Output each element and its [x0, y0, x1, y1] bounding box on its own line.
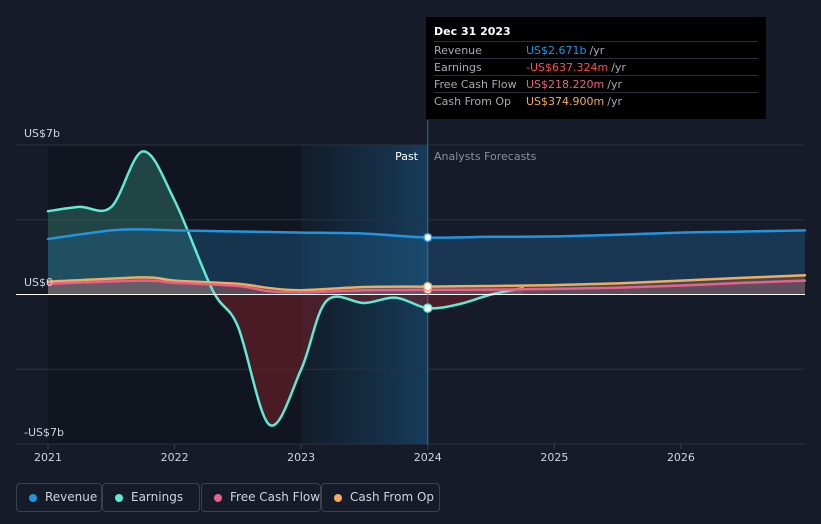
legend-label: Earnings [131, 490, 184, 504]
earnings-line [46, 150, 524, 427]
x-axis: 2021 2022 2023 2024 2025 2026 [34, 444, 695, 464]
x-tick-label: 2021 [34, 451, 62, 464]
tooltip-label: Free Cash Flow [434, 78, 517, 91]
legend-label: Free Cash Flow [230, 490, 321, 504]
x-tick-label: 2025 [540, 451, 568, 464]
cash-from-op-area [48, 275, 805, 295]
revenue-line [46, 228, 807, 241]
legend-dot-icon [214, 494, 222, 502]
earnings-area-positive [48, 151, 523, 295]
legend-label: Cash From Op [350, 490, 435, 504]
tooltip-row-free-cash-flow: Free Cash Flow US$218.220m/yr [434, 75, 758, 93]
grid [16, 144, 805, 445]
forecast-label: Analysts Forecasts [434, 150, 537, 163]
series-lines [16, 150, 807, 427]
legend-dot-icon [115, 494, 123, 502]
cash-from-op-line [46, 274, 807, 292]
revenue-area [48, 229, 805, 295]
free-cash-flow-line [46, 279, 807, 294]
y-label-zero: US$0 [24, 276, 53, 289]
legend-dot-icon [29, 494, 37, 502]
y-label-bottom: -US$7b [24, 426, 64, 439]
tooltip-value: -US$637.324m/yr [526, 61, 626, 74]
tooltip-date: Dec 31 2023 [434, 25, 511, 38]
tooltip-value: US$2.671b/yr [526, 44, 605, 57]
highlight-markers [423, 232, 433, 313]
legend-label: Revenue [45, 490, 98, 504]
x-tick-label: 2022 [161, 451, 189, 464]
tooltip-row-cash-from-op: Cash From Op US$374.900m/yr [434, 92, 758, 110]
marker-cash-from-op [423, 281, 433, 292]
legend-item-free-cash-flow[interactable]: Free Cash Flow [201, 483, 321, 512]
legend-item-cash-from-op[interactable]: Cash From Op [321, 483, 440, 512]
legend-item-earnings[interactable]: Earnings [102, 483, 200, 512]
x-tick-label: 2023 [287, 451, 315, 464]
free-cash-flow-area [48, 280, 805, 295]
marker-revenue [423, 232, 433, 243]
earnings-area-negative [48, 294, 523, 426]
legend-item-revenue[interactable]: Revenue [16, 483, 102, 512]
tooltip-label: Cash From Op [434, 95, 512, 108]
series-areas [48, 151, 805, 426]
tooltip-value: US$218.220m/yr [526, 78, 622, 91]
x-tick-label: 2024 [414, 451, 442, 464]
tooltip-row-earnings: Earnings -US$637.324m/yr [434, 58, 758, 76]
tooltip-label: Revenue [434, 44, 482, 57]
marker-earnings [423, 303, 433, 313]
y-label-top: US$7b [24, 127, 60, 140]
legend-dot-icon [334, 494, 342, 502]
past-label: Past [395, 150, 419, 163]
tooltip-value: US$374.900m/yr [526, 95, 622, 108]
data-tooltip: Dec 31 2023 Revenue US$2.671b/yr Earning… [426, 17, 766, 119]
tooltip-label: Earnings [434, 61, 482, 74]
x-tick-label: 2026 [667, 451, 695, 464]
tooltip-row-revenue: Revenue US$2.671b/yr [434, 41, 758, 59]
